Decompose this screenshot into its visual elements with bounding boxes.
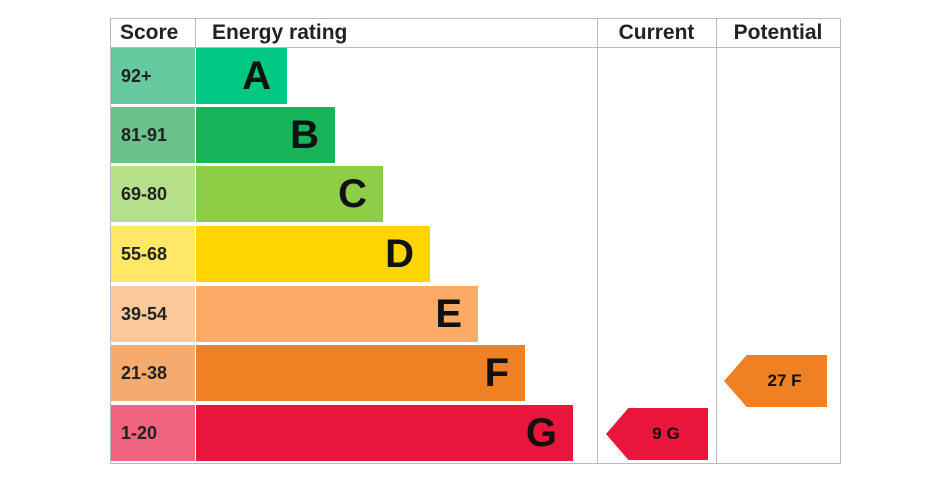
score-cell: 55-68 xyxy=(111,226,195,282)
border xyxy=(110,18,111,464)
border xyxy=(110,463,840,464)
score-cell: 81-91 xyxy=(111,107,195,163)
border xyxy=(840,18,841,464)
rating-bar: A xyxy=(196,48,287,104)
border xyxy=(716,18,717,464)
score-cell: 92+ xyxy=(111,48,195,104)
rating-bar: E xyxy=(196,286,478,342)
score-cell: 39-54 xyxy=(111,286,195,342)
rating-bar: D xyxy=(196,226,430,282)
header-score: Score xyxy=(120,21,179,44)
score-cell: 21-38 xyxy=(111,345,195,401)
header-rating: Energy rating xyxy=(212,21,348,44)
rating-bar: B xyxy=(196,107,335,163)
border xyxy=(597,18,598,464)
border xyxy=(110,47,840,48)
potential-marker: 27 F xyxy=(724,355,827,407)
rating-bar: G xyxy=(196,405,573,461)
rating-bar: C xyxy=(196,166,383,222)
header-current: Current xyxy=(618,21,695,44)
score-cell: 1-20 xyxy=(111,405,195,461)
border xyxy=(195,18,196,48)
current-marker: 9 G xyxy=(606,408,708,460)
border xyxy=(110,18,840,19)
score-cell: 69-80 xyxy=(111,166,195,222)
rating-bar: F xyxy=(196,345,525,401)
header-potential: Potential xyxy=(733,21,823,44)
